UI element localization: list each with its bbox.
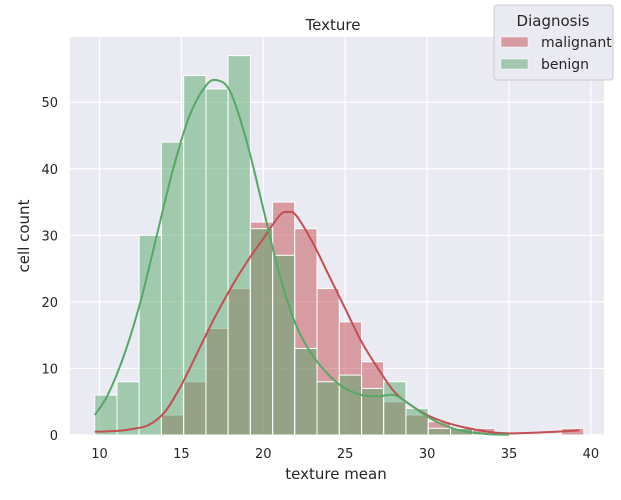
benign-bar bbox=[183, 75, 207, 436]
benign-bars bbox=[94, 55, 474, 436]
x-tick-label: 15 bbox=[173, 447, 190, 462]
benign-bar bbox=[316, 381, 340, 436]
benign-bar bbox=[227, 55, 251, 436]
y-tick-label: 0 bbox=[50, 429, 58, 444]
benign-bar bbox=[383, 381, 407, 436]
benign-bar bbox=[294, 347, 318, 436]
y-tick-label: 20 bbox=[41, 296, 58, 311]
legend-swatch-benign bbox=[500, 58, 529, 70]
benign-bar bbox=[272, 254, 296, 436]
benign-bar bbox=[205, 88, 229, 436]
benign-bar bbox=[94, 394, 118, 436]
y-tick-label: 40 bbox=[41, 163, 58, 178]
x-axis-label: texture mean bbox=[285, 465, 386, 483]
y-tick-label: 50 bbox=[41, 96, 58, 111]
benign-bar bbox=[427, 427, 452, 436]
x-tick-label: 20 bbox=[255, 447, 272, 462]
x-tick-label: 35 bbox=[501, 447, 518, 462]
benign-bar bbox=[249, 228, 274, 436]
legend-swatch-malignant bbox=[500, 36, 529, 48]
legend-label-benign: benign bbox=[541, 57, 589, 73]
benign-bar bbox=[338, 374, 363, 436]
benign-bar bbox=[116, 381, 140, 436]
y-axis-label: cell count bbox=[15, 199, 33, 272]
y-tick-label: 30 bbox=[41, 229, 58, 244]
chart-title: Texture bbox=[305, 16, 361, 34]
benign-bar bbox=[160, 141, 185, 436]
legend-title: Diagnosis bbox=[517, 12, 590, 30]
legend-label-malignant: malignant bbox=[541, 35, 612, 51]
x-tick-label: 10 bbox=[91, 447, 108, 462]
kde-curves bbox=[93, 78, 580, 436]
tick-labels: 10 15 20 25 30 35 40 0 10 20 30 40 50 bbox=[41, 96, 599, 462]
benign-kde-line bbox=[93, 78, 510, 436]
y-tick-label: 10 bbox=[41, 362, 58, 377]
x-tick-label: 25 bbox=[337, 447, 354, 462]
x-tick-label: 40 bbox=[583, 447, 600, 462]
x-tick-label: 30 bbox=[419, 447, 436, 462]
benign-bar bbox=[405, 407, 429, 436]
malignant-kde-line bbox=[94, 210, 580, 435]
legend[interactable]: Diagnosis malignant benign bbox=[493, 4, 614, 81]
